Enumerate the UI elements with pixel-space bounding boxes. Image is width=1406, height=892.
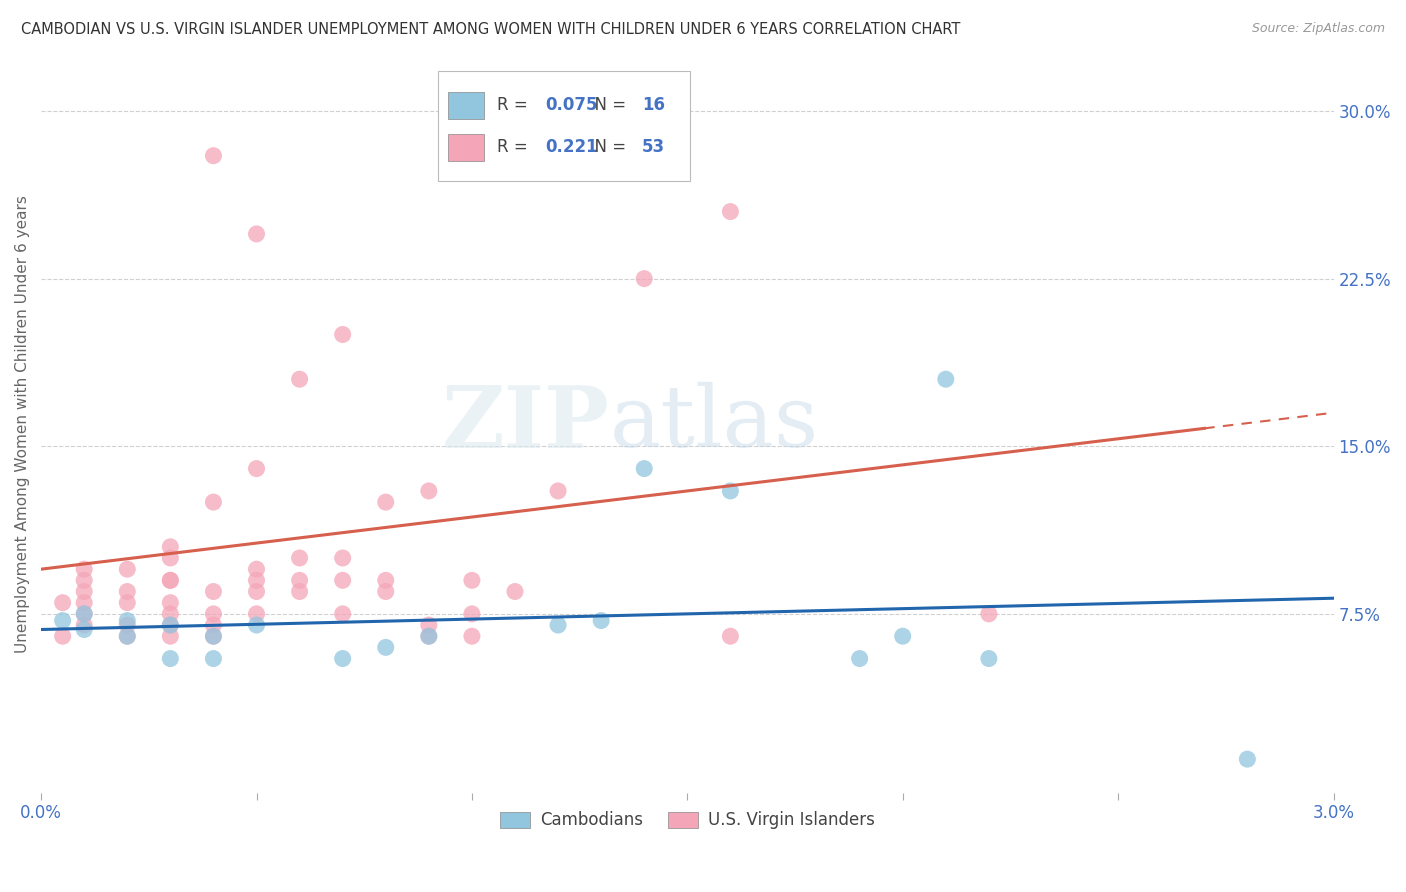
FancyBboxPatch shape (437, 71, 690, 180)
Text: R =: R = (498, 96, 533, 114)
Point (159, 540, 181, 554)
Text: atlas: atlas (610, 383, 818, 466)
Point (977, 607, 1000, 621)
Point (159, 596, 181, 610)
Point (73, 574, 96, 588)
Point (52, 614, 75, 628)
Text: R =: R = (498, 138, 533, 156)
Point (73, 596, 96, 610)
Point (547, 618, 569, 632)
Point (591, 614, 613, 628)
Point (332, 574, 354, 588)
Point (73, 562, 96, 576)
Point (288, 551, 311, 566)
Point (117, 629, 139, 643)
Point (245, 574, 267, 588)
Point (202, 495, 225, 509)
FancyBboxPatch shape (449, 134, 485, 161)
Point (117, 584, 139, 599)
Legend: Cambodians, U.S. Virgin Islanders: Cambodians, U.S. Virgin Islanders (494, 805, 882, 836)
Point (202, 584, 225, 599)
Point (159, 607, 181, 621)
Point (202, 629, 225, 643)
Point (159, 618, 181, 632)
Text: Source: ZipAtlas.com: Source: ZipAtlas.com (1251, 22, 1385, 36)
Point (418, 629, 440, 643)
Point (633, 461, 655, 475)
Text: N =: N = (583, 138, 631, 156)
Point (202, 618, 225, 632)
Point (159, 618, 181, 632)
Point (117, 562, 139, 576)
Point (117, 618, 139, 632)
Point (52, 596, 75, 610)
Point (159, 651, 181, 665)
Text: ZIP: ZIP (441, 382, 610, 466)
Point (288, 584, 311, 599)
Point (332, 327, 354, 342)
Point (288, 372, 311, 386)
Point (73, 618, 96, 632)
Point (891, 629, 914, 643)
Point (52, 629, 75, 643)
Point (503, 584, 526, 599)
Point (245, 584, 267, 599)
Point (117, 614, 139, 628)
Point (159, 551, 181, 566)
Point (245, 607, 267, 621)
Point (633, 271, 655, 285)
Point (245, 562, 267, 576)
Point (718, 483, 741, 498)
Text: 0.221: 0.221 (546, 138, 598, 156)
Point (935, 372, 957, 386)
Point (374, 495, 396, 509)
Point (117, 596, 139, 610)
Text: 16: 16 (643, 96, 665, 114)
Point (461, 574, 484, 588)
Point (418, 483, 440, 498)
Point (288, 574, 311, 588)
Point (202, 651, 225, 665)
Point (73, 607, 96, 621)
Text: CAMBODIAN VS U.S. VIRGIN ISLANDER UNEMPLOYMENT AMONG WOMEN WITH CHILDREN UNDER 6: CAMBODIAN VS U.S. VIRGIN ISLANDER UNEMPL… (21, 22, 960, 37)
Point (159, 629, 181, 643)
Point (418, 629, 440, 643)
Text: 53: 53 (643, 138, 665, 156)
Point (73, 584, 96, 599)
Point (202, 149, 225, 163)
Y-axis label: Unemployment Among Women with Children Under 6 years: Unemployment Among Women with Children U… (15, 195, 30, 653)
Point (245, 618, 267, 632)
Text: 0.075: 0.075 (546, 96, 598, 114)
Point (374, 640, 396, 655)
Point (332, 607, 354, 621)
Point (461, 629, 484, 643)
Point (202, 629, 225, 643)
Point (245, 227, 267, 241)
Point (117, 629, 139, 643)
Point (374, 574, 396, 588)
Point (245, 461, 267, 475)
Point (159, 574, 181, 588)
Point (202, 607, 225, 621)
Point (718, 629, 741, 643)
Point (73, 623, 96, 637)
Text: N =: N = (583, 96, 631, 114)
Point (418, 618, 440, 632)
Point (718, 204, 741, 219)
Point (461, 607, 484, 621)
Point (977, 651, 1000, 665)
Point (374, 584, 396, 599)
Point (73, 607, 96, 621)
Point (332, 651, 354, 665)
FancyBboxPatch shape (449, 92, 485, 119)
Point (1236, 752, 1258, 766)
Point (848, 651, 870, 665)
Point (547, 483, 569, 498)
Point (159, 574, 181, 588)
Point (332, 551, 354, 566)
